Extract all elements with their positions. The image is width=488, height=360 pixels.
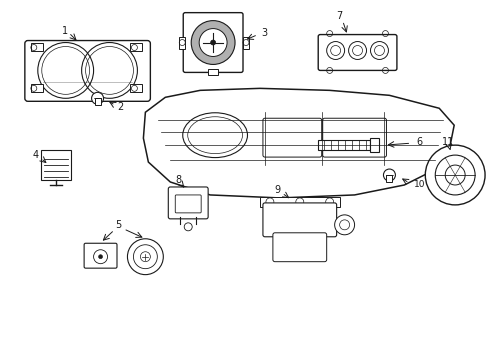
FancyBboxPatch shape (84, 243, 117, 268)
FancyBboxPatch shape (168, 187, 208, 219)
Text: 11: 11 (441, 137, 453, 147)
Bar (243, 37, 248, 49)
FancyBboxPatch shape (263, 118, 321, 157)
FancyBboxPatch shape (318, 35, 396, 71)
Circle shape (91, 92, 103, 104)
Bar (94, 98, 101, 105)
Circle shape (127, 239, 163, 275)
Text: 9: 9 (274, 185, 281, 195)
Bar (369, 138, 379, 152)
Circle shape (210, 40, 215, 45)
Bar (317, 140, 369, 150)
FancyBboxPatch shape (183, 13, 243, 72)
Circle shape (334, 215, 354, 235)
FancyBboxPatch shape (263, 203, 336, 237)
Bar (208, 69, 218, 75)
Text: 7: 7 (336, 11, 342, 21)
Circle shape (184, 223, 192, 231)
Text: 3: 3 (260, 28, 266, 37)
Text: 8: 8 (175, 175, 181, 185)
Bar (130, 84, 142, 92)
Text: 5: 5 (115, 220, 122, 230)
FancyBboxPatch shape (25, 41, 150, 101)
Bar (31, 42, 42, 50)
Circle shape (99, 255, 102, 259)
Bar (31, 84, 42, 92)
Text: 1: 1 (61, 26, 68, 36)
Bar (179, 37, 185, 49)
Circle shape (383, 169, 395, 181)
FancyBboxPatch shape (272, 233, 326, 262)
Bar (41, 150, 71, 180)
Text: 6: 6 (415, 137, 422, 147)
Text: 4: 4 (33, 150, 39, 160)
Bar (386, 175, 392, 182)
FancyBboxPatch shape (175, 195, 201, 213)
Ellipse shape (183, 113, 247, 158)
FancyBboxPatch shape (322, 118, 386, 157)
Text: 10: 10 (413, 180, 424, 189)
Bar (260, 197, 339, 207)
Circle shape (425, 145, 484, 205)
Circle shape (199, 28, 226, 57)
Text: 2: 2 (117, 102, 123, 112)
Circle shape (191, 21, 235, 64)
Polygon shape (143, 88, 453, 198)
Bar (130, 42, 142, 50)
